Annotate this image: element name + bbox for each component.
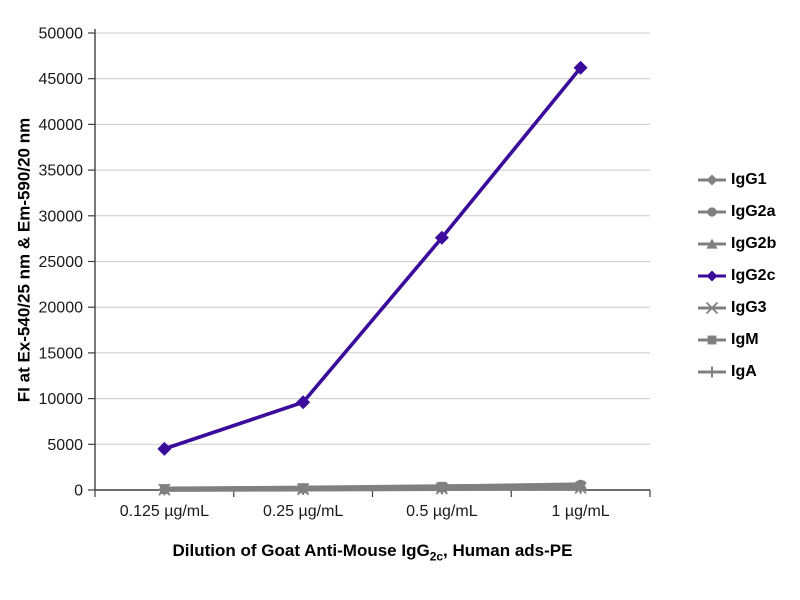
y-tick-label: 15000 [39, 345, 84, 362]
series-IgA [158, 482, 587, 496]
x-axis-title-text: Dilution of Goat Anti-Mouse IgG [172, 541, 430, 560]
legend-marker-diamond-icon [698, 270, 726, 282]
shape [296, 395, 311, 410]
x-tick-label: 1 µg/mL [552, 503, 610, 520]
legend-item-IgM: IgM [697, 330, 776, 350]
x-axis-title: Dilution of Goat Anti-Mouse IgG2c, Human… [95, 541, 650, 563]
shape [706, 174, 718, 186]
legend-marker-square-icon [698, 335, 726, 345]
shape [434, 230, 449, 245]
legend-item-IgG3: IgG3 [697, 298, 776, 318]
legend-label: IgG2c [731, 267, 776, 284]
legend-label: IgG2b [731, 235, 777, 252]
plus-marker [158, 484, 170, 496]
legend-label: IgG3 [731, 299, 767, 316]
legend-label: IgG1 [731, 171, 767, 188]
y-tick-label: 30000 [39, 208, 84, 225]
legend-label: IgG2a [731, 203, 776, 220]
shape [707, 207, 717, 217]
diamond-marker [573, 60, 588, 75]
legend-marker-diamond-icon [698, 174, 726, 186]
x-tick-label: 0.125 µg/mL [120, 503, 209, 520]
plus-marker [706, 366, 718, 378]
series-IgG2c [157, 60, 588, 456]
legend-marker-triangle-icon [698, 238, 726, 249]
legend-label: IgA [731, 363, 757, 380]
plus-marker [436, 483, 448, 495]
legend-item-IgG2c: IgG2c [697, 266, 776, 286]
asterisk-marker [705, 301, 719, 315]
plus-marker [575, 482, 587, 494]
shape [706, 270, 718, 282]
circle-marker [707, 207, 717, 217]
legend: IgG1 IgG2a IgG2b IgG2c IgG3 IgM IgA [697, 170, 776, 382]
legend-item-IgG2b: IgG2b [697, 234, 776, 254]
x-axis-title-suffix: , Human ads-PE [443, 541, 573, 560]
legend-marker-asterisk-icon [698, 301, 726, 315]
legend-item-IgA: IgA [697, 362, 776, 382]
square-marker [707, 335, 717, 345]
y-tick-label: 35000 [39, 163, 84, 180]
x-tick-label: 0.25 µg/mL [263, 503, 343, 520]
y-tick-label: 45000 [39, 71, 84, 88]
shape [157, 441, 172, 456]
y-tick-label: 5000 [47, 437, 83, 454]
shape [707, 335, 717, 345]
shape [706, 238, 718, 249]
y-tick-label: 25000 [39, 254, 84, 271]
legend-item-IgG1: IgG1 [697, 170, 776, 190]
legend-item-IgG2a: IgG2a [697, 202, 776, 222]
diamond-marker [706, 270, 718, 282]
x-tick-label: 0.5 µg/mL [406, 503, 478, 520]
y-tick-label: 20000 [39, 300, 84, 317]
y-tick-label: 10000 [39, 391, 84, 408]
y-tick-label: 50000 [39, 26, 84, 43]
triangle-marker [706, 238, 718, 249]
legend-marker-circle-icon [698, 207, 726, 217]
y-tick-label: 40000 [39, 117, 84, 134]
series-line [162, 486, 583, 492]
series-line [162, 65, 583, 451]
diamond-marker [157, 441, 172, 456]
shape [573, 60, 588, 75]
x-axis-title-subscript: 2c [429, 549, 444, 564]
legend-label: IgM [731, 331, 759, 348]
y-tick-label: 0 [74, 483, 83, 500]
diamond-marker [296, 395, 311, 410]
legend-marker-plus-icon [698, 366, 726, 378]
diamond-marker [706, 174, 718, 186]
diamond-marker [434, 230, 449, 245]
plus-marker [297, 483, 309, 495]
y-axis-title: FI at Ex-540/25 nm & Em-590/20 nm [14, 117, 34, 403]
